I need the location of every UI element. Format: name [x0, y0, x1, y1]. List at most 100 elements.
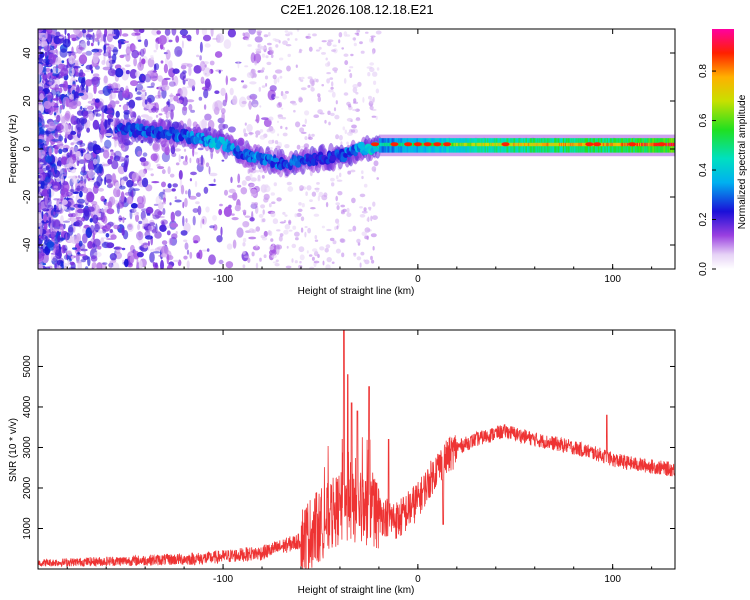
spectrogram-speckle — [317, 109, 323, 114]
spectrogram-speckle — [78, 249, 81, 253]
spectrogram-speckle — [272, 243, 275, 247]
spectrogram-heat — [38, 29, 675, 269]
spectrogram-band-core — [608, 142, 611, 147]
spectrogram-band-core — [520, 142, 522, 147]
spectrogram-speckle — [167, 98, 171, 108]
spectrogram-band-core — [467, 142, 469, 147]
spectrogram-speckle — [253, 202, 258, 206]
spectrogram-speckle — [138, 220, 143, 225]
spectrogram-speckle — [230, 176, 233, 183]
spectrogram-speckle — [184, 242, 189, 250]
spectrogram-band-core — [378, 142, 381, 147]
spectrogram-speckle — [192, 146, 195, 157]
spectrogram-speckle — [56, 266, 62, 269]
spectrogram-speckle — [78, 117, 88, 125]
colorbar-tick-label: 0.4 — [698, 163, 709, 177]
spectrogram-speckle — [115, 140, 118, 147]
spectrogram-speckle — [286, 245, 289, 249]
spectrogram-speckle — [353, 253, 357, 257]
spectrogram-speckle — [149, 252, 155, 263]
spectrogram-speckle — [146, 168, 154, 171]
spectrogram-speckle — [353, 42, 357, 47]
spectrogram-speckle — [49, 49, 57, 53]
spectrogram-speckle — [159, 200, 162, 211]
spectrogram-speckle — [359, 214, 366, 218]
colorbar-tick-label: 0.6 — [698, 113, 709, 127]
spectrogram-speckle — [138, 231, 142, 238]
spectrogram-speckle — [243, 255, 250, 259]
spectrogram-speckle — [175, 162, 180, 166]
spectrogram-speckle — [56, 124, 64, 131]
spectrogram-speckle — [45, 266, 51, 269]
spectrogram-band-core — [461, 142, 464, 147]
spectrogram-speckle — [67, 168, 71, 172]
spectrogram-peak — [404, 142, 413, 147]
spectrogram-speckle — [78, 254, 87, 257]
spectrogram-band-core — [524, 142, 526, 147]
spectrogram-speckle — [131, 172, 140, 182]
spectrogram-speckle — [337, 191, 343, 196]
spectrogram-speckle — [304, 118, 307, 125]
spectrogram-speckle — [244, 122, 247, 126]
spectrogram-band-core — [432, 142, 434, 147]
spectrogram-speckle — [38, 139, 45, 143]
spectrogram-speckle — [84, 70, 91, 73]
spectrogram-speckle — [343, 92, 349, 96]
spectrogram-speckle — [248, 228, 255, 234]
spectrogram-speckle — [273, 77, 278, 85]
spectrogram-speckle — [371, 215, 378, 221]
spectrogram-speckle — [244, 215, 251, 218]
spectrogram-speckle — [62, 38, 71, 48]
spectrogram-ridge-core — [310, 158, 317, 166]
spectrogram-speckle — [371, 166, 377, 172]
spectrogram-speckle — [248, 29, 256, 35]
spectrogram-peak — [390, 142, 399, 147]
spectrogram-speckle — [78, 92, 84, 96]
spectrogram-speckle — [331, 91, 336, 98]
spectrogram-speckle — [359, 206, 363, 209]
spectrogram-speckle — [264, 75, 269, 80]
spectrogram-speckle — [322, 260, 325, 266]
spectrogram-speckle — [243, 128, 247, 135]
x-tick-label: 0 — [415, 574, 421, 585]
spectrogram-speckle — [122, 259, 125, 263]
spectrogram-speckle — [283, 229, 289, 235]
spectrogram-speckle — [371, 259, 375, 264]
spectrogram-speckle — [195, 192, 201, 197]
spectrogram-speckle — [352, 87, 358, 93]
spectrogram-speckle — [333, 107, 337, 112]
spectrogram-speckle — [38, 252, 43, 259]
spectrogram-speckle — [190, 171, 197, 176]
spectrogram-speckle — [375, 88, 380, 94]
spectrogram-speckle — [273, 96, 280, 99]
spectrogram-speckle — [263, 34, 269, 38]
spectrogram-speckle — [214, 51, 223, 58]
spectrogram-speckle — [107, 68, 116, 77]
spectrogram-speckle — [108, 182, 114, 188]
spectrogram-speckle — [105, 233, 110, 238]
spectrogram-band-core — [519, 142, 521, 147]
spectrogram-speckle — [92, 158, 98, 165]
spectrogram-speckle — [92, 54, 99, 64]
spectrogram-speckle — [137, 223, 141, 231]
spectrogram-speckle — [176, 99, 183, 104]
spectrogram-speckle — [169, 202, 172, 206]
spectrogram-speckle — [47, 169, 52, 179]
spectrogram-speckle — [149, 222, 156, 227]
spectrogram-speckle — [314, 78, 317, 83]
spectrogram-speckle — [229, 77, 237, 82]
spectrogram-speckle — [144, 223, 152, 233]
spectrogram-speckle — [73, 29, 81, 35]
spectrogram-speckle — [153, 203, 159, 206]
spectrogram-speckle — [242, 242, 246, 247]
snr-y-label: SNR (10 * v/v) — [8, 418, 19, 482]
spectrogram-band-core — [495, 142, 498, 147]
spectrogram-speckle — [87, 178, 91, 182]
spectrogram-speckle — [119, 104, 122, 107]
spectrogram-speckle — [201, 215, 207, 225]
spectrogram-speckle — [39, 182, 48, 190]
spectrogram-speckle — [324, 248, 329, 253]
spectrogram-band-core — [532, 142, 535, 147]
spectrogram-speckle — [119, 54, 125, 59]
spectrogram-speckle — [255, 205, 259, 214]
